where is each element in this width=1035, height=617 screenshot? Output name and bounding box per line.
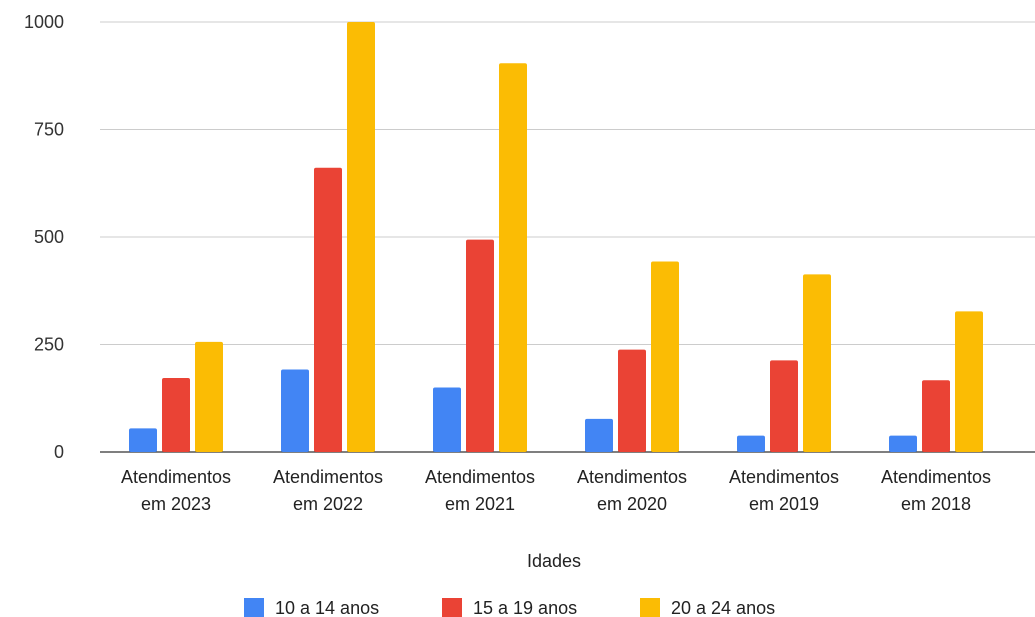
legend-swatch	[640, 598, 660, 617]
bar-10-a-14-anos-1	[281, 369, 309, 452]
x-category-label: em 2020	[597, 494, 667, 514]
legend-label: 20 a 24 anos	[671, 598, 775, 617]
y-tick-label: 750	[34, 120, 64, 140]
x-category-label: Atendimentos	[577, 467, 687, 487]
x-category-label: em 2021	[445, 494, 515, 514]
bar-10-a-14-anos-2	[433, 387, 461, 452]
gridlines	[100, 21, 1035, 453]
legend: 10 a 14 anos 15 a 19 anos 20 a 24 anos	[244, 598, 775, 617]
y-tick-label: 500	[34, 227, 64, 247]
x-category-label: em 2019	[749, 494, 819, 514]
x-category-label: Atendimentos	[729, 467, 839, 487]
bar-15-a-19-anos-0	[162, 378, 190, 452]
y-tick-label: 250	[34, 335, 64, 355]
x-category-label: Atendimentos	[881, 467, 991, 487]
bar-20-a-24-anos-5	[955, 311, 983, 452]
y-tick-label: 0	[54, 442, 64, 462]
x-axis-category-labels: Atendimentos em 2023 Atendimentos em 2022 At…	[121, 467, 991, 514]
bar-15-a-19-anos-4	[770, 360, 798, 452]
bar-20-a-24-anos-3	[651, 261, 679, 452]
legend-swatch	[244, 598, 264, 617]
bar-20-a-24-anos-0	[195, 341, 223, 452]
x-category-label: Atendimentos	[273, 467, 383, 487]
legend-label: 15 a 19 anos	[473, 598, 577, 617]
bar-15-a-19-anos-1	[314, 167, 342, 452]
bar-20-a-24-anos-4	[803, 274, 831, 452]
x-category-label: em 2022	[293, 494, 363, 514]
bar-10-a-14-anos-0	[129, 428, 157, 452]
bar-10-a-14-anos-4	[737, 435, 765, 452]
bar-15-a-19-anos-3	[618, 349, 646, 452]
bar-10-a-14-anos-3	[585, 418, 613, 452]
bar-15-a-19-anos-2	[466, 239, 494, 452]
x-category-label: em 2023	[141, 494, 211, 514]
bar-10-a-14-anos-5	[889, 435, 917, 452]
y-tick-label: 1000	[24, 12, 64, 32]
x-category-label: Atendimentos	[425, 467, 535, 487]
x-category-label: Atendimentos	[121, 467, 231, 487]
y-axis-tick-labels: 0 250 500 750 1000	[24, 12, 64, 462]
legend-label: 10 a 14 anos	[275, 598, 379, 617]
legend-swatch	[442, 598, 462, 617]
bars	[129, 22, 983, 452]
bar-20-a-24-anos-1	[347, 22, 375, 452]
bar-15-a-19-anos-5	[922, 380, 950, 452]
bar-20-a-24-anos-2	[499, 63, 527, 452]
x-category-label: em 2018	[901, 494, 971, 514]
x-axis-title: Idades	[527, 551, 581, 571]
